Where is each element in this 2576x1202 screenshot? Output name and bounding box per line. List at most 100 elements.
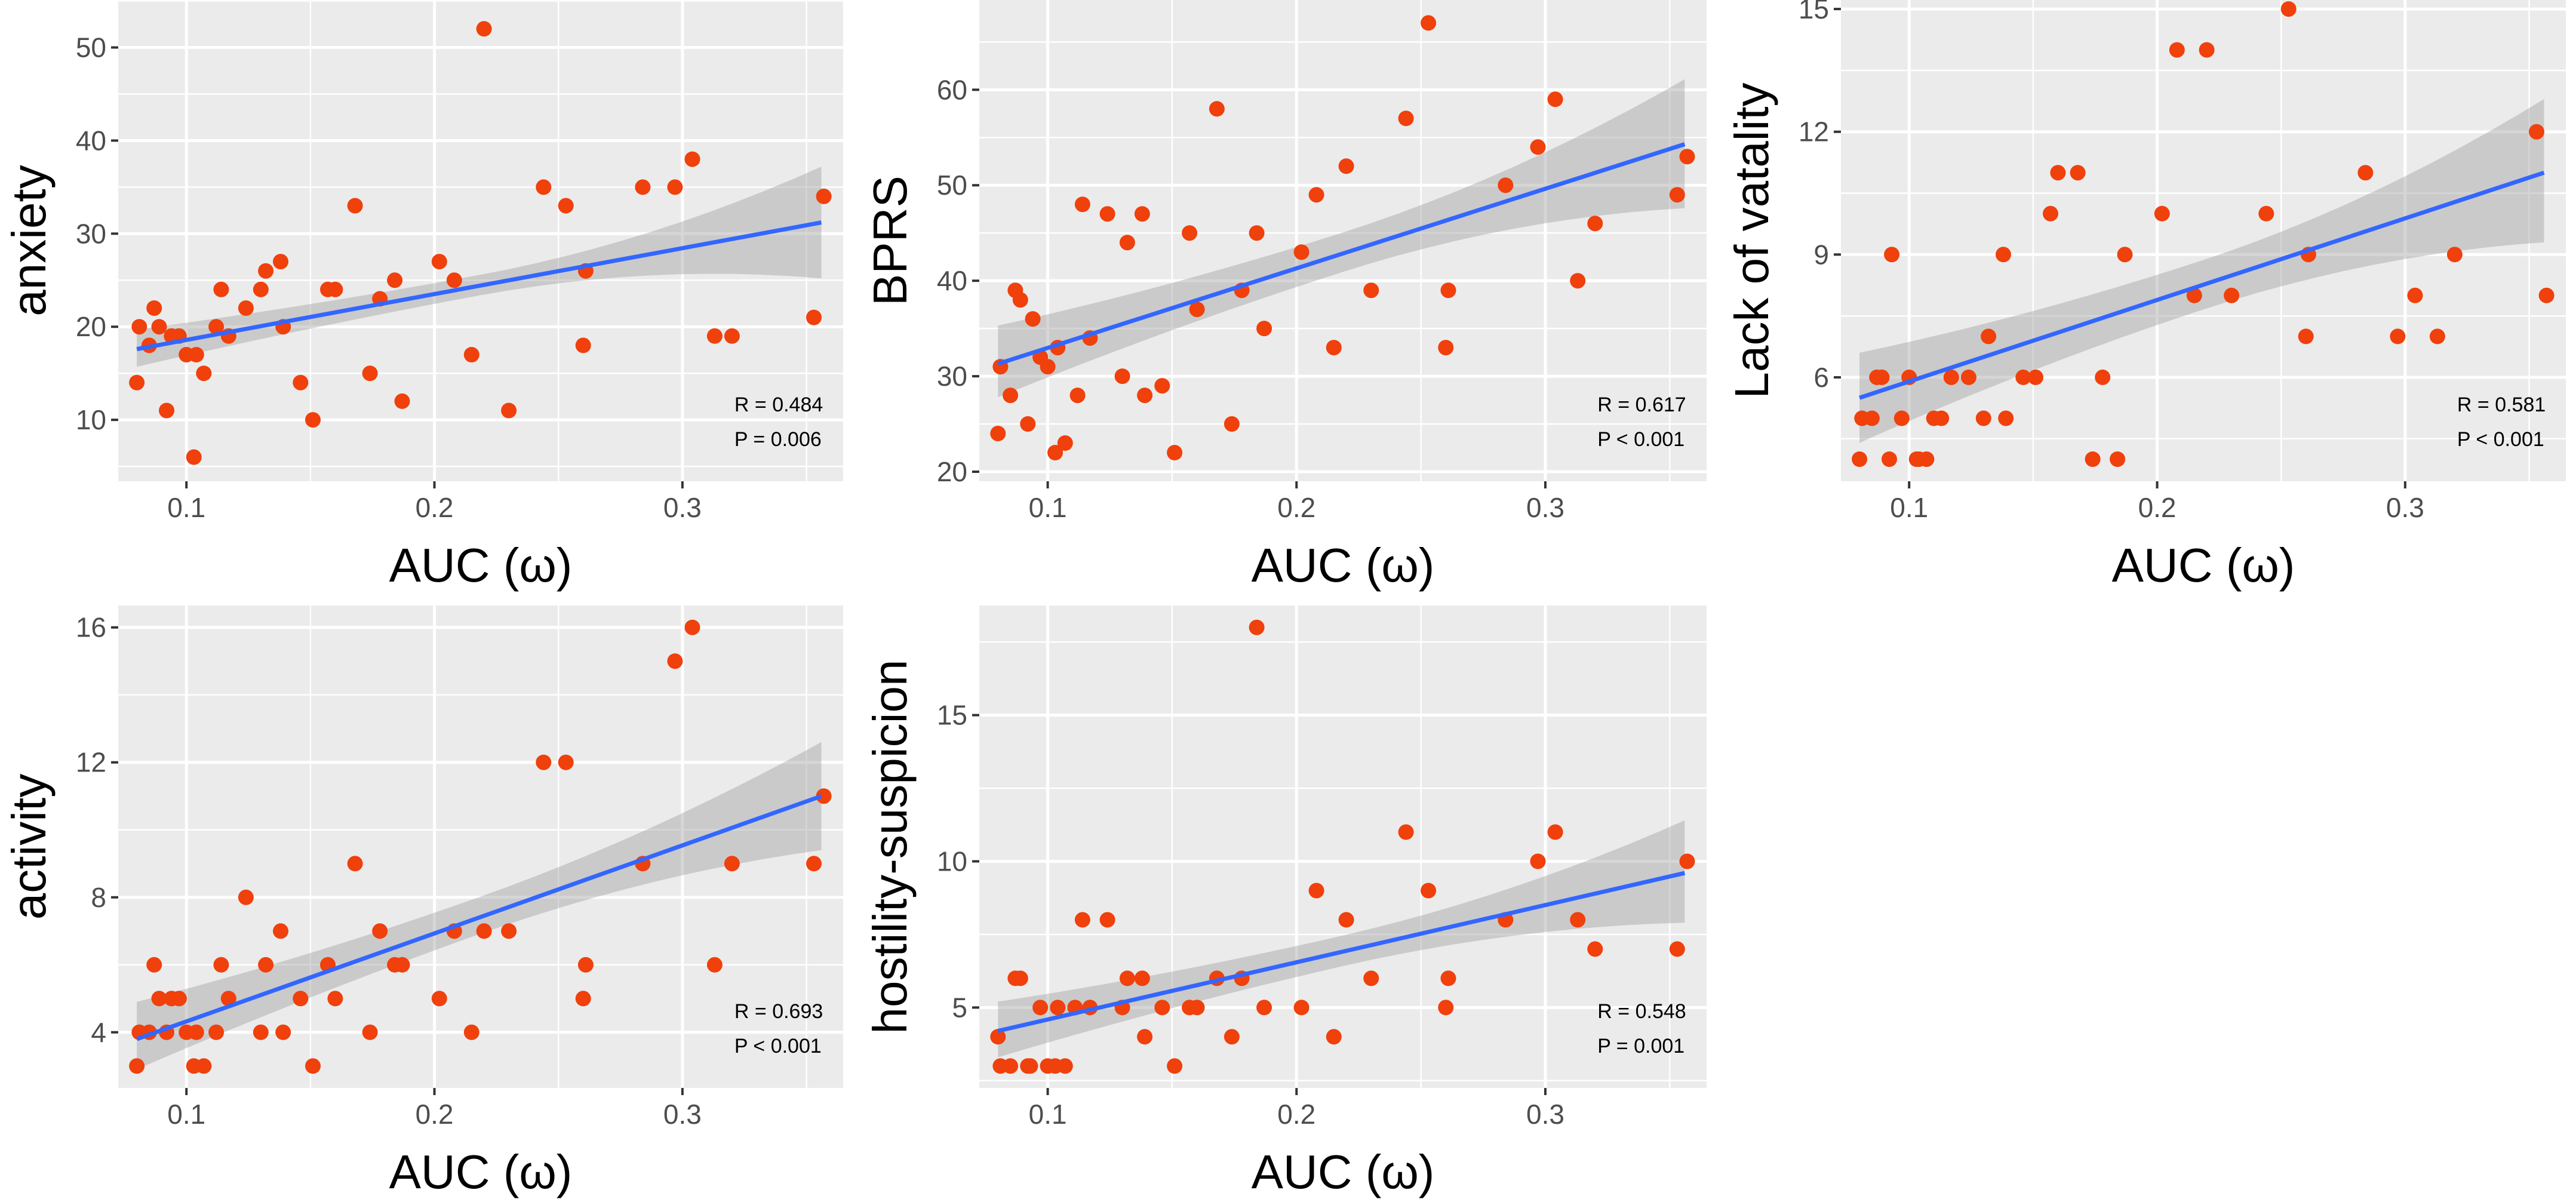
data-point xyxy=(1669,187,1685,203)
data-point xyxy=(1570,912,1586,928)
data-point xyxy=(1530,139,1546,155)
stat-p-label: P < 0.001 xyxy=(2457,428,2544,451)
data-point xyxy=(2407,287,2423,303)
data-point xyxy=(394,957,410,973)
data-point xyxy=(1069,388,1086,404)
data-point xyxy=(273,254,288,270)
y-tick-label: 4 xyxy=(91,1017,106,1048)
data-point xyxy=(2446,247,2463,263)
data-point xyxy=(1326,340,1342,356)
data-point xyxy=(171,991,187,1007)
regression-line xyxy=(1859,170,2545,400)
x-tick-label: 0.3 xyxy=(663,1099,702,1130)
data-point xyxy=(196,1058,212,1074)
data-point xyxy=(1996,247,2011,263)
panel-lack-of-vatality: 0.1 0.2 0.3 6 9 12 15 R = 0.581 P < 0.001 AUC … xyxy=(1725,0,2566,592)
data-point xyxy=(362,1024,378,1040)
gridlines xyxy=(118,605,843,1088)
data-point xyxy=(1293,1000,1309,1016)
data-point xyxy=(253,281,269,297)
data-point xyxy=(213,957,229,973)
data-point xyxy=(188,1024,204,1040)
data-point xyxy=(1249,619,1265,635)
data-point xyxy=(1440,970,1456,986)
regression-line xyxy=(136,794,822,1041)
data-point xyxy=(1293,244,1309,260)
stat-p-label: P < 0.001 xyxy=(734,1035,822,1057)
data-point xyxy=(2357,165,2374,181)
data-point xyxy=(238,889,254,905)
data-point xyxy=(1114,368,1130,385)
axis-ticks: 0.1 0.2 0.3 20 30 40 50 60 xyxy=(937,74,1564,523)
data-point xyxy=(1137,388,1153,404)
data-point xyxy=(635,179,651,195)
data-point xyxy=(1057,1058,1073,1074)
x-tick-label: 0.1 xyxy=(167,492,205,523)
data-point xyxy=(1047,445,1063,460)
scatter-points xyxy=(990,619,1695,1074)
gridlines xyxy=(979,0,1707,481)
data-point xyxy=(146,957,162,973)
data-point xyxy=(431,991,447,1007)
data-point xyxy=(238,300,254,316)
data-point xyxy=(2429,328,2445,345)
data-point xyxy=(1167,1058,1183,1074)
data-point xyxy=(476,923,492,939)
data-point xyxy=(372,923,388,939)
stat-r-label: R = 0.484 xyxy=(734,394,823,416)
x-tick-label: 0.2 xyxy=(2138,492,2177,523)
data-point xyxy=(387,272,403,288)
data-point xyxy=(463,347,479,362)
data-point xyxy=(293,374,309,391)
regression-line xyxy=(136,220,822,352)
x-tick-label: 0.1 xyxy=(167,1099,205,1130)
stat-r-label: R = 0.581 xyxy=(2457,394,2546,416)
data-point xyxy=(1338,158,1354,174)
data-point xyxy=(1438,340,1454,356)
x-tick-label: 0.1 xyxy=(1029,1099,1067,1130)
stat-r-label: R = 0.548 xyxy=(1597,1000,1686,1023)
x-tick-label: 0.3 xyxy=(2386,492,2424,523)
data-point xyxy=(1224,1029,1240,1045)
data-point xyxy=(2043,205,2058,222)
data-point xyxy=(2186,287,2202,303)
data-point xyxy=(806,309,822,325)
data-point xyxy=(253,1024,269,1040)
y-tick-label: 60 xyxy=(937,74,967,105)
x-axis-title: AUC (ω) xyxy=(389,539,573,592)
confidence-band xyxy=(998,820,1685,1057)
data-point xyxy=(1154,1000,1170,1016)
data-point xyxy=(706,328,723,344)
gridlines xyxy=(118,0,843,481)
data-point xyxy=(577,957,594,973)
y-axis-title: anxiety xyxy=(2,165,56,316)
confidence-band xyxy=(998,79,1685,398)
data-point xyxy=(1119,970,1135,986)
data-point xyxy=(2070,165,2086,181)
data-point xyxy=(305,1058,321,1074)
data-point xyxy=(1119,235,1135,251)
data-point xyxy=(1189,1000,1205,1016)
data-point xyxy=(1882,451,1897,467)
data-point xyxy=(1020,416,1036,432)
data-point xyxy=(536,179,552,195)
data-point xyxy=(220,991,236,1007)
data-point xyxy=(1363,970,1379,986)
data-point xyxy=(362,365,378,382)
data-point xyxy=(1012,292,1028,308)
data-point xyxy=(1326,1029,1342,1045)
data-point xyxy=(293,991,309,1007)
data-point xyxy=(1308,883,1324,899)
data-point xyxy=(1363,282,1379,299)
data-point xyxy=(1587,941,1603,957)
y-tick-label: 40 xyxy=(76,125,106,156)
data-point xyxy=(2050,165,2066,181)
y-axis-title: BPRS xyxy=(863,176,917,306)
data-point xyxy=(990,1029,1006,1045)
data-point xyxy=(1003,1058,1019,1074)
data-point xyxy=(1256,321,1272,337)
data-point xyxy=(129,374,145,391)
y-tick-label: 30 xyxy=(937,361,967,392)
data-point xyxy=(2224,287,2240,303)
